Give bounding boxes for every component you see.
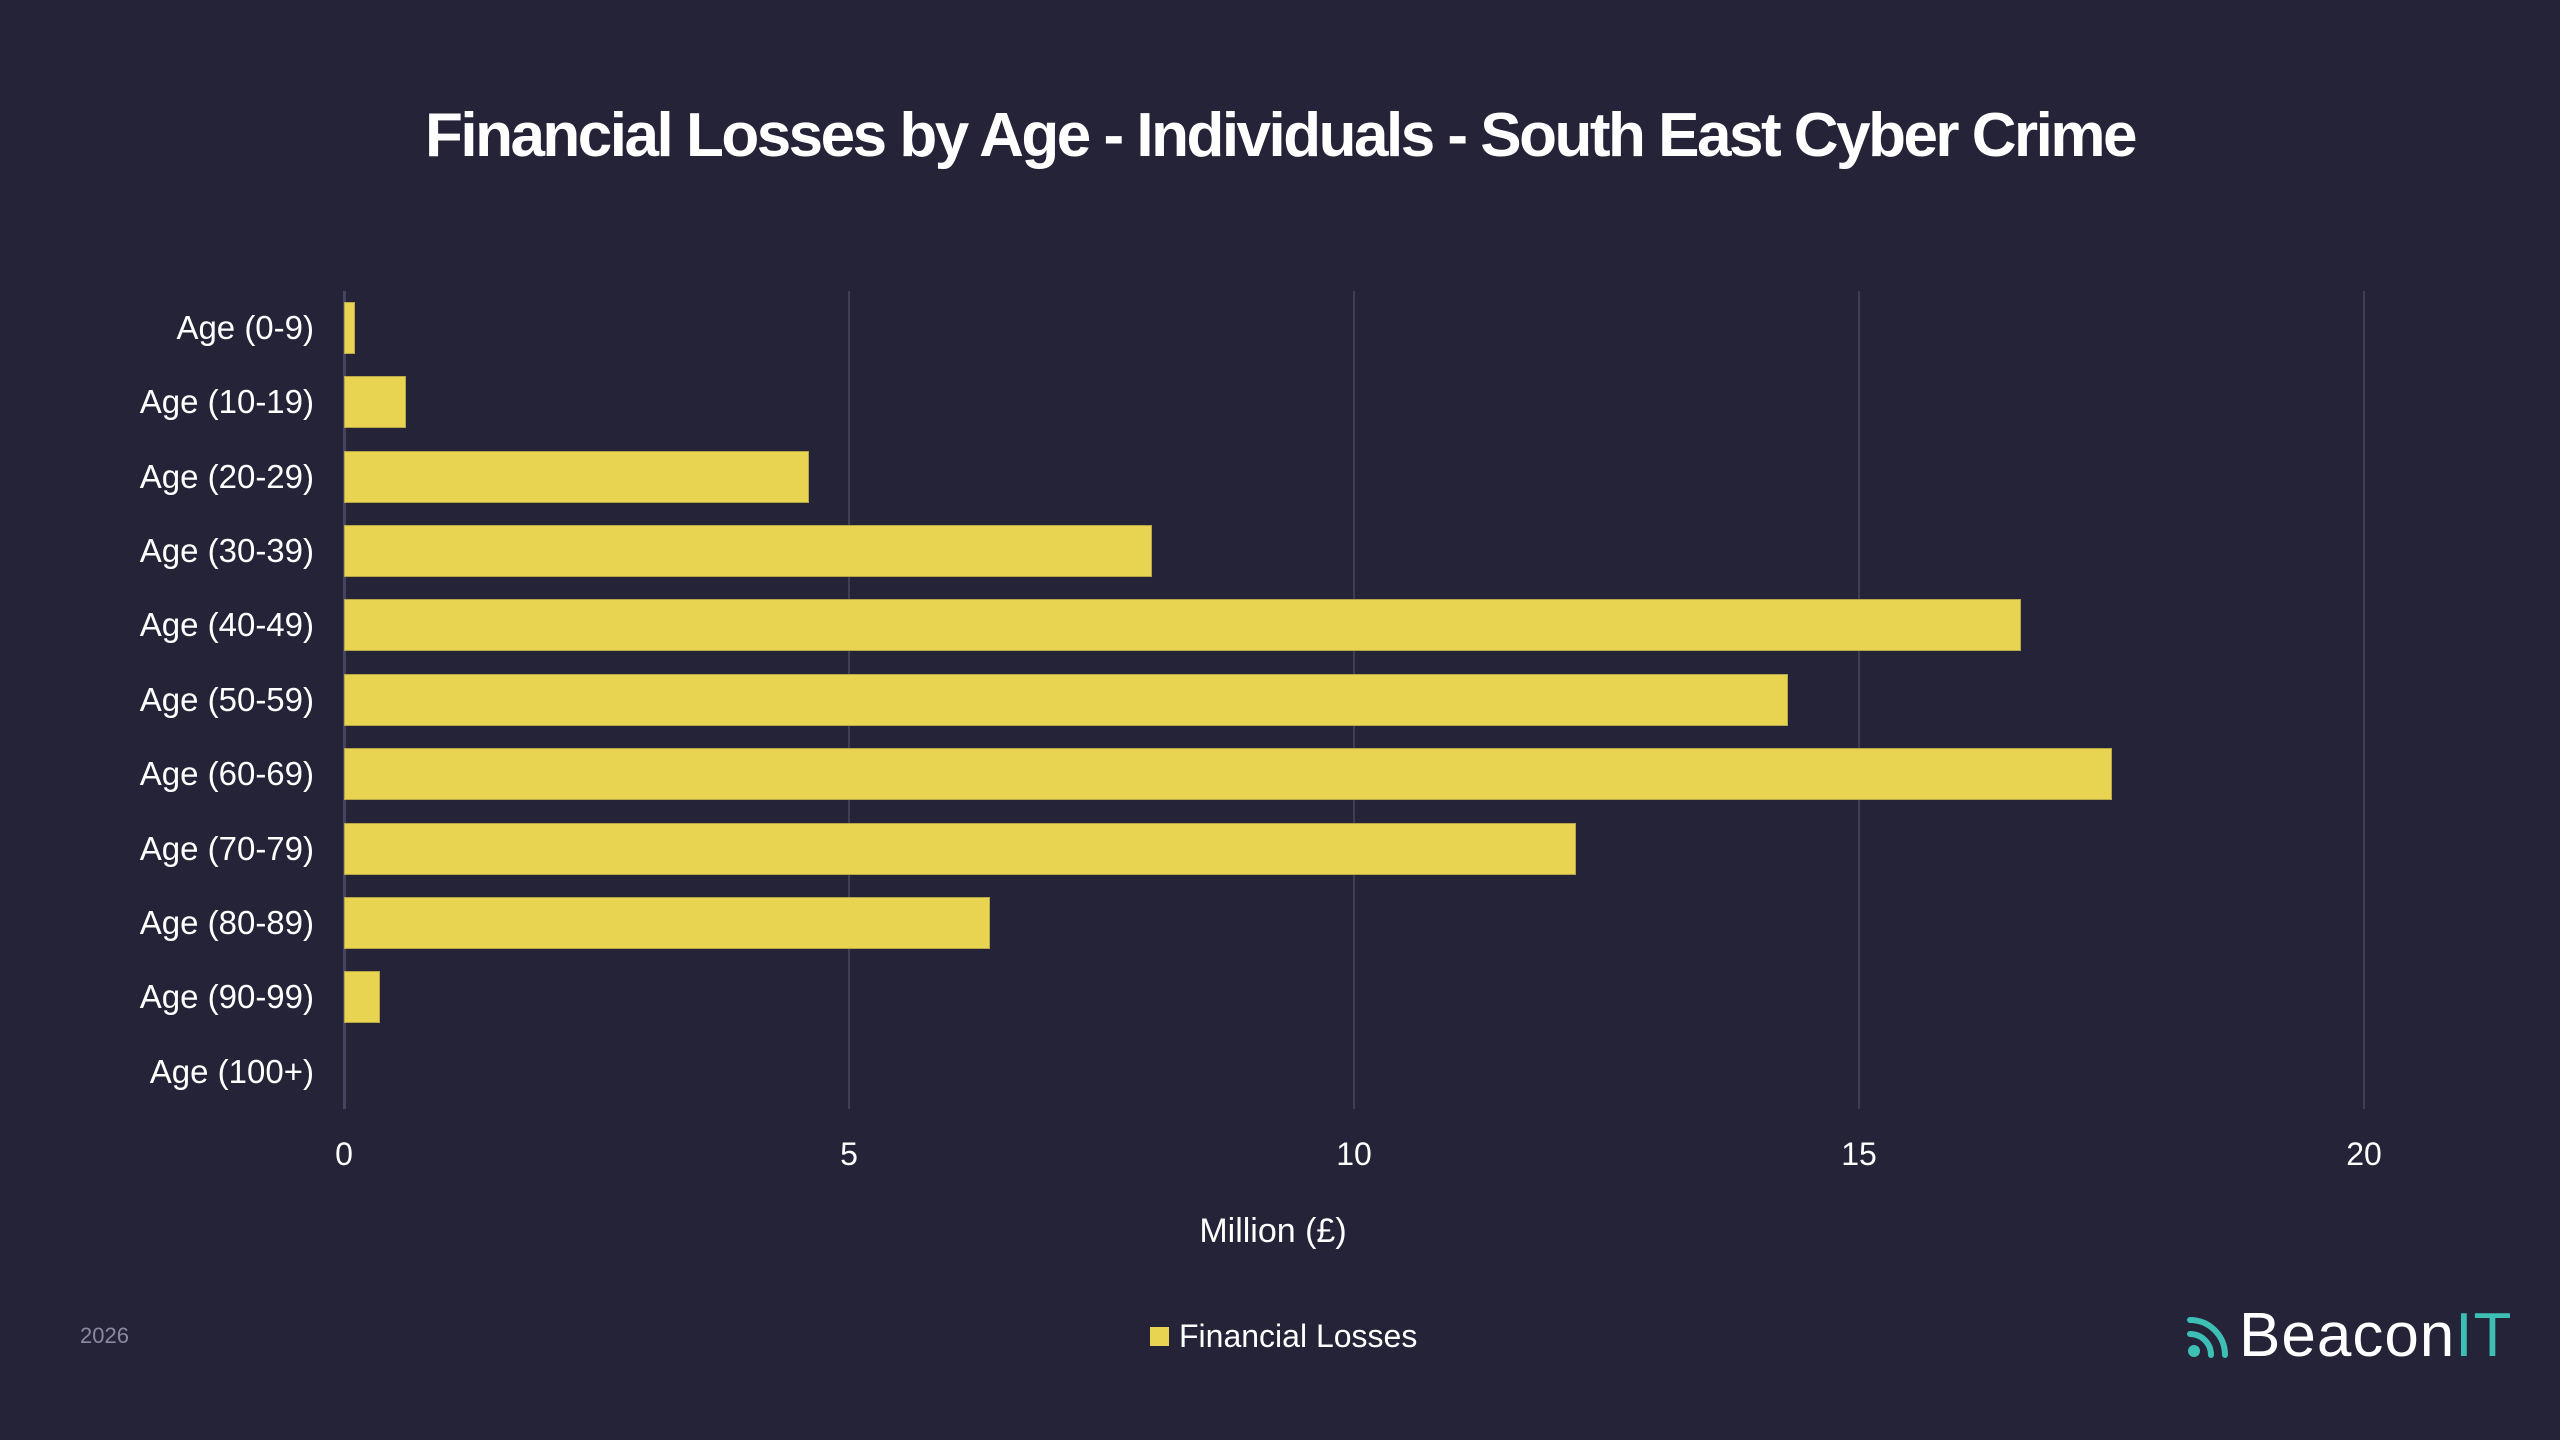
bar-row [344,365,2364,439]
signal-icon [2187,1317,2228,1358]
gridline [1858,291,1860,1109]
y-axis-label: Age (10-19) [139,383,314,421]
bar[interactable] [344,822,1577,875]
y-axis-label: Age (70-79) [139,829,314,867]
y-axis-label: Age (30-39) [139,532,314,570]
bar-row [344,291,2364,365]
x-axis-tick-label: 0 [335,1136,353,1172]
y-axis-label: Age (0-9) [176,309,314,346]
bar[interactable] [344,302,356,354]
x-axis-tick-label: 15 [1841,1136,1877,1172]
y-axis-label: Age (100+) [149,1052,314,1090]
logo-main: Beacon [2239,1300,2456,1370]
bar-row [344,588,2364,662]
bar-row [344,812,2364,886]
bar[interactable] [344,673,1789,726]
x-axis-tick-label: 10 [1336,1136,1372,1172]
plot-area [343,291,2365,1109]
bar-row [344,514,2364,588]
bar-row [344,737,2364,811]
bar-row [344,663,2364,737]
bar-row [344,440,2364,514]
bar[interactable] [344,376,406,429]
bar[interactable] [344,896,991,949]
x-axis-tick-label: 20 [2346,1136,2382,1172]
bar[interactable] [344,525,1152,578]
beaconit-logo: BeaconIT [2185,1300,2512,1370]
legend-label: Financial Losses [1179,1317,1418,1354]
y-axis-label: Age (80-89) [139,903,314,941]
y-axis-label: Age (40-49) [139,606,314,644]
bar[interactable] [344,450,809,503]
bar[interactable] [344,748,2112,801]
y-axis-label: Age (20-29) [139,457,314,495]
y-axis-label: Age (50-59) [139,680,314,718]
logo-text: BeaconIT [2239,1300,2512,1371]
bar[interactable] [344,599,2021,652]
bar-row [344,960,2364,1034]
logo-accent: IT [2455,1300,2513,1370]
x-axis-title: Million (£) [1199,1212,1347,1250]
footer-year: 2026 [80,1323,129,1348]
bar-row [344,886,2364,960]
gridline [2363,291,2365,1109]
bar-row [344,1035,2364,1109]
legend-swatch [1150,1326,1169,1346]
y-axis-label: Age (60-69) [139,755,314,793]
x-axis-tick-label: 5 [840,1136,858,1172]
y-axis-label: Age (90-99) [139,978,314,1016]
chart-title: Financial Losses by Age - Individuals - … [424,101,2138,170]
legend[interactable]: Financial Losses [1150,1314,1417,1358]
bar[interactable] [344,971,381,1024]
